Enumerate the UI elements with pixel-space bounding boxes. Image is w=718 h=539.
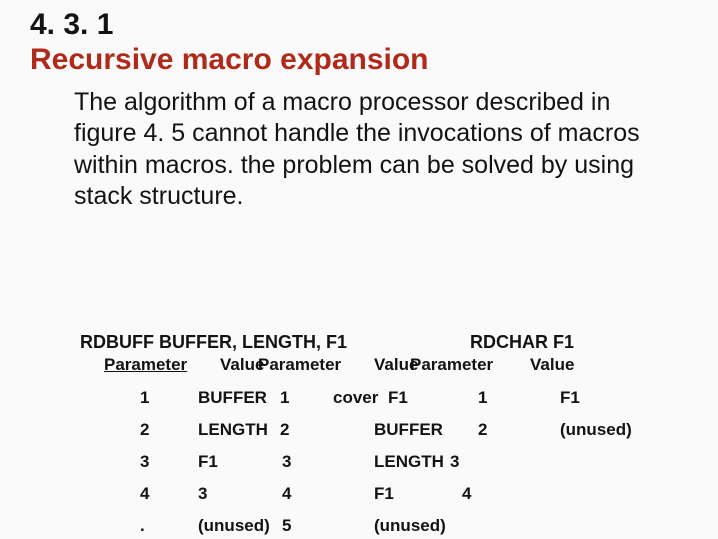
table-cell: 1 bbox=[140, 388, 149, 408]
value-header-3: Value bbox=[530, 355, 574, 375]
table-cell: F1 bbox=[374, 484, 394, 504]
rdbuff-call: RDBUFF BUFFER, LENGTH, F1 bbox=[80, 332, 347, 353]
table-cell: 5 bbox=[282, 516, 291, 536]
table-cell: BUFFER bbox=[374, 420, 443, 440]
table-cell: 4 bbox=[140, 484, 149, 504]
rdchar-call: RDCHAR F1 bbox=[470, 332, 574, 353]
table-cell: 4 bbox=[462, 484, 471, 504]
table-cell-cover: cover bbox=[333, 388, 378, 408]
table-cell: 2 bbox=[140, 420, 149, 440]
table-cell: (unused) bbox=[198, 516, 270, 536]
body-paragraph: The algorithm of a macro processor descr… bbox=[74, 87, 674, 212]
table-cell: . bbox=[140, 516, 145, 536]
param-header-1: Parameter bbox=[104, 355, 187, 375]
table-cell: (unused) bbox=[374, 516, 446, 536]
table-cell: 2 bbox=[280, 420, 289, 440]
table-cell: 3 bbox=[450, 452, 459, 472]
table-cell: 1 bbox=[478, 388, 487, 408]
table-cell: F1 bbox=[388, 388, 408, 408]
table-cell: 3 bbox=[140, 452, 149, 472]
table-cell: 4 bbox=[282, 484, 291, 504]
table-cell: LENGTH bbox=[198, 420, 268, 440]
section-title: Recursive macro expansion bbox=[30, 43, 688, 78]
table-cell: 1 bbox=[280, 388, 289, 408]
section-number: 4. 3. 1 bbox=[30, 8, 688, 43]
table-cell: F1 bbox=[198, 452, 218, 472]
table-cell: (unused) bbox=[560, 420, 632, 440]
table-cell: BUFFER bbox=[198, 388, 267, 408]
slide: 4. 3. 1 Recursive macro expansion The al… bbox=[0, 0, 718, 539]
param-header-2: Parameter bbox=[258, 355, 341, 375]
table-cell: F1 bbox=[560, 388, 580, 408]
table-cell: LENGTH bbox=[374, 452, 444, 472]
table-cell: 2 bbox=[478, 420, 487, 440]
table-cell: 3 bbox=[282, 452, 291, 472]
param-header-3: Parameter bbox=[410, 355, 493, 375]
table-cell: 3 bbox=[198, 484, 207, 504]
